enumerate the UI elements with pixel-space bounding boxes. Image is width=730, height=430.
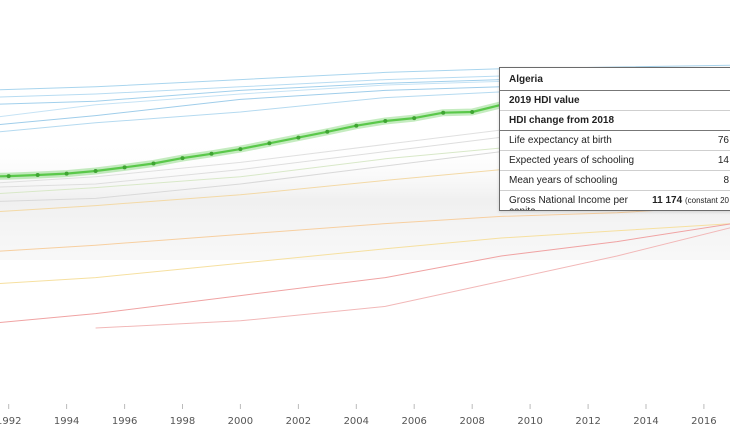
- x-tick-label: 1996: [112, 416, 137, 427]
- x-tick-label: 2014: [633, 416, 658, 427]
- data-point[interactable]: [238, 147, 243, 152]
- tooltip-title: Algeria: [500, 68, 730, 91]
- data-point[interactable]: [151, 161, 156, 166]
- tooltip-row-label: Gross National Income per capita: [509, 195, 628, 210]
- data-point[interactable]: [441, 110, 446, 115]
- x-axis-ticks: 1992 1994 1996 1998 2000 2002 2004 2006 2008 2010…: [0, 404, 717, 427]
- x-tick-label: 2008: [459, 416, 484, 427]
- x-tick-label: 2012: [575, 416, 600, 427]
- series-line[interactable]: [95, 227, 730, 329]
- data-point[interactable]: [93, 169, 98, 173]
- tooltip-gni-number: 11 174: [652, 195, 683, 206]
- data-point[interactable]: [296, 135, 301, 140]
- tooltip-row-label: 2019 HDI value: [509, 95, 580, 106]
- data-point[interactable]: [267, 141, 272, 146]
- data-point[interactable]: [35, 173, 40, 177]
- tooltip-row-life-expectancy: Life expectancy at birth 76: [500, 131, 730, 151]
- data-point[interactable]: [383, 119, 388, 123]
- country-tooltip: Algeria 2019 HDI value HDI change from 2…: [499, 67, 730, 211]
- tooltip-row-value: 11 174 (constant 20: [652, 195, 729, 206]
- data-point[interactable]: [412, 116, 417, 121]
- x-tick-label: 2006: [401, 416, 426, 427]
- tooltip-row-hdi-value: 2019 HDI value: [500, 91, 730, 111]
- x-tick-label: 2010: [517, 416, 542, 427]
- tooltip-row-gni: Gross National Income per capita 11 174 …: [500, 191, 730, 210]
- x-tick-label: 1992: [0, 416, 21, 427]
- data-point[interactable]: [354, 123, 359, 128]
- data-point[interactable]: [325, 129, 330, 134]
- data-point[interactable]: [209, 151, 214, 156]
- data-point[interactable]: [6, 174, 11, 179]
- data-point[interactable]: [470, 110, 475, 114]
- tooltip-row-label: HDI change from 2018: [509, 115, 615, 126]
- tooltip-row-value: 8: [723, 175, 729, 186]
- highlighted-series: [0, 101, 504, 180]
- series-line[interactable]: [0, 223, 730, 285]
- series-line[interactable]: [0, 205, 730, 253]
- x-tick-label: 1994: [54, 416, 79, 427]
- series-line[interactable]: [0, 223, 730, 325]
- data-point[interactable]: [122, 165, 127, 170]
- tooltip-row-label: Mean years of schooling: [509, 175, 618, 186]
- tooltip-row-label: Expected years of schooling: [509, 155, 635, 166]
- tooltip-row-value: 14: [717, 155, 729, 166]
- tooltip-row-value: 76: [717, 135, 729, 146]
- x-tick-label: 1998: [170, 416, 195, 427]
- tooltip-row-mean-schooling: Mean years of schooling 8: [500, 171, 730, 191]
- x-tick-label: 2002: [286, 416, 311, 427]
- data-point[interactable]: [64, 171, 69, 176]
- tooltip-gni-suffix: (constant 20: [684, 196, 729, 205]
- x-tick-label: 2000: [228, 416, 253, 427]
- tooltip-row-hdi-change: HDI change from 2018: [500, 111, 730, 131]
- tooltip-row-label: Life expectancy at birth: [509, 135, 612, 146]
- x-tick-label: 2004: [344, 416, 369, 427]
- tooltip-row-expected-schooling: Expected years of schooling 14: [500, 151, 730, 171]
- data-point[interactable]: [180, 156, 185, 161]
- x-tick-label: 2016: [691, 416, 716, 427]
